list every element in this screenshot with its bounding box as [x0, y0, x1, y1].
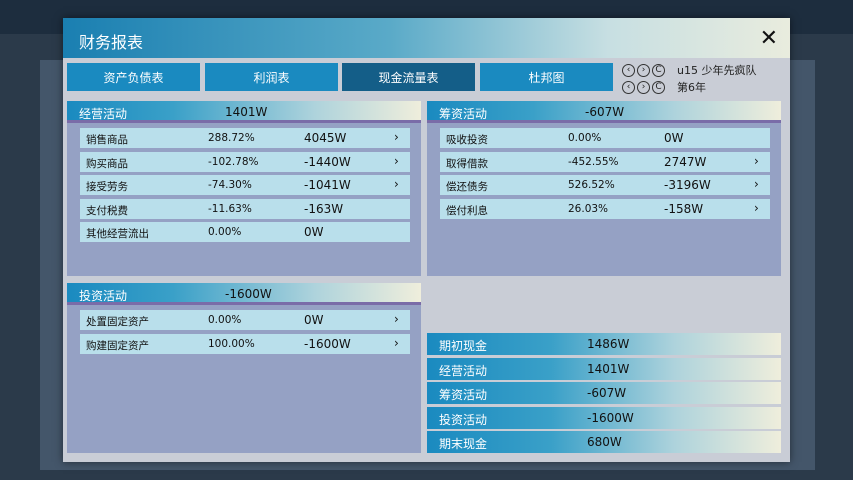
table-row[interactable]: 其他经营流出 0.00% 0W — [80, 222, 410, 242]
summary-row: 期末现金 680W — [427, 431, 781, 453]
title-bar: 财务报表 ✕ — [63, 18, 790, 58]
financing-panel: 筹资活动 -607W 吸收投资 0.00% 0W 取得借款 -452.55% 2747W › 偿还… — [427, 101, 781, 276]
item-name: 购买商品 — [86, 157, 128, 170]
summary-row: 经营活动 1401W — [427, 357, 781, 380]
item-value: 0W — [304, 313, 324, 327]
summary-name: 投资活动 — [439, 412, 488, 427]
summary-name: 期初现金 — [439, 339, 488, 353]
item-percent: 0.00% — [208, 314, 242, 326]
dialog-title: 财务报表 — [79, 33, 144, 52]
tab-balance-sheet[interactable]: 资产负债表 — [67, 63, 200, 91]
item-name: 偿还债务 — [446, 181, 488, 193]
table-row[interactable]: 吸收投资 0.00% 0W — [440, 128, 770, 148]
item-percent: -74.30% — [208, 179, 252, 191]
item-name: 销售商品 — [86, 134, 128, 146]
section-name: 投资活动 — [79, 289, 128, 303]
chevron-right-icon[interactable]: › — [394, 153, 399, 168]
investing-panel: 投资活动 -1600W 处置固定资产 0.00% 0W › 购建固定资产 100.00% -16… — [67, 283, 421, 453]
summary-name: 经营活动 — [439, 363, 488, 378]
item-value: 4045W — [304, 131, 347, 145]
next-team-icon[interactable]: › — [637, 63, 650, 77]
team-nav: ‹ › C u15 少年先疯队 — [622, 62, 756, 78]
chevron-right-icon[interactable]: › — [754, 177, 759, 191]
item-percent: 0.00% — [208, 226, 242, 238]
summary-row: 筹资活动 -607W — [427, 382, 781, 404]
item-value: -1440W — [304, 154, 351, 169]
tab-income-statement[interactable]: 利润表 — [205, 63, 338, 91]
summary-row: 投资活动 -1600W — [427, 406, 781, 429]
item-value: -158W — [664, 201, 704, 216]
item-name: 吸收投资 — [446, 134, 488, 146]
table-row[interactable]: 处置固定资产 0.00% 0W › — [80, 310, 410, 330]
chevron-right-icon[interactable]: › — [754, 200, 759, 215]
item-value: -1041W — [304, 178, 351, 192]
item-value: -1600W — [304, 336, 351, 351]
table-row[interactable]: 接受劳务 -74.30% -1041W › — [80, 175, 410, 195]
chevron-right-icon[interactable]: › — [754, 153, 759, 168]
section-name: 经营活动 — [79, 107, 128, 121]
summary-value: -1600W — [587, 410, 634, 425]
summary-value: 680W — [587, 435, 622, 449]
close-icon[interactable]: ✕ — [759, 26, 778, 51]
item-percent: 288.72% — [208, 132, 255, 144]
financing-header: 筹资活动 -607W — [427, 101, 781, 123]
item-name: 接受劳务 — [86, 181, 128, 193]
reset-team-icon[interactable]: C — [652, 63, 665, 77]
table-row[interactable]: 偿付利息 26.03% -158W › — [440, 198, 770, 219]
item-name: 偿付利息 — [446, 204, 488, 217]
item-percent: 100.00% — [208, 337, 255, 350]
item-value: 0W — [304, 225, 324, 239]
chevron-right-icon[interactable]: › — [394, 177, 399, 191]
summary-name: 期末现金 — [439, 437, 488, 451]
table-row[interactable]: 销售商品 288.72% 4045W › — [80, 128, 410, 148]
summary-value: 1401W — [587, 361, 630, 376]
chevron-right-icon[interactable]: › — [394, 130, 399, 144]
year-nav: ‹ › C 第6年 — [622, 79, 706, 95]
investing-header: 投资活动 -1600W — [67, 283, 421, 305]
item-name: 处置固定资产 — [86, 316, 149, 328]
item-value: 2747W — [664, 154, 707, 169]
item-name: 其他经营流出 — [86, 228, 149, 240]
item-percent: 0.00% — [568, 132, 602, 144]
operating-header: 经营活动 1401W — [67, 101, 421, 123]
team-label: u15 少年先疯队 — [677, 64, 757, 77]
item-percent: 526.52% — [568, 179, 615, 191]
summary-name: 筹资活动 — [439, 388, 488, 402]
item-percent: -452.55% — [568, 155, 619, 168]
chevron-right-icon[interactable]: › — [394, 335, 399, 350]
section-name: 筹资活动 — [439, 107, 488, 121]
chevron-right-icon[interactable]: › — [394, 312, 399, 326]
item-name: 支付税费 — [86, 204, 128, 217]
table-row[interactable]: 购买商品 -102.78% -1440W › — [80, 151, 410, 172]
table-row[interactable]: 偿还债务 526.52% -3196W › — [440, 175, 770, 195]
item-value: -163W — [304, 201, 344, 216]
table-row[interactable]: 取得借款 -452.55% 2747W › — [440, 151, 770, 172]
operating-panel: 经营活动 1401W 销售商品 288.72% 4045W › 购买商品 -102.78% -1… — [67, 101, 421, 276]
section-total: -607W — [585, 105, 625, 119]
summary-value: -607W — [587, 386, 627, 400]
next-year-icon[interactable]: › — [637, 80, 650, 94]
item-name: 购建固定资产 — [86, 339, 149, 352]
tab-cash-flow[interactable]: 现金流量表 — [342, 63, 475, 91]
summary-value: 1486W — [587, 337, 630, 351]
section-total: -1600W — [225, 287, 272, 301]
table-row[interactable]: 支付税费 -11.63% -163W — [80, 198, 410, 219]
reset-year-icon[interactable]: C — [652, 80, 665, 94]
tab-dupont[interactable]: 杜邦图 — [480, 63, 613, 91]
item-name: 取得借款 — [446, 157, 488, 170]
prev-year-icon[interactable]: ‹ — [622, 80, 635, 94]
summary-row: 期初现金 1486W — [427, 333, 781, 355]
year-label: 第6年 — [677, 81, 706, 94]
item-percent: -102.78% — [208, 155, 259, 168]
item-value: 0W — [664, 131, 684, 145]
item-value: -3196W — [664, 178, 711, 192]
prev-team-icon[interactable]: ‹ — [622, 63, 635, 77]
section-total: 1401W — [225, 105, 268, 119]
item-percent: 26.03% — [568, 202, 609, 215]
table-row[interactable]: 购建固定资产 100.00% -1600W › — [80, 333, 410, 354]
item-percent: -11.63% — [208, 202, 252, 215]
